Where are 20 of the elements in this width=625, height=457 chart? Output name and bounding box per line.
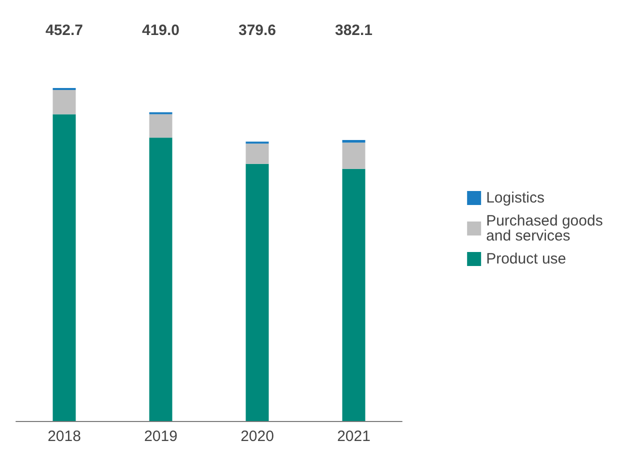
legend-label: Purchased goods and services bbox=[486, 212, 608, 244]
x-tick-label: 2020 bbox=[240, 428, 274, 445]
x-tick-label: 2018 bbox=[48, 428, 81, 445]
legend-label: Logistics bbox=[486, 190, 544, 206]
x-tick-label: 2021 bbox=[337, 428, 370, 445]
bar bbox=[342, 142, 366, 169]
bar bbox=[149, 138, 172, 421]
bar bbox=[52, 90, 76, 114]
bar bbox=[342, 140, 366, 143]
bar bbox=[246, 144, 269, 164]
bar bbox=[149, 114, 172, 138]
text: 452.7 bbox=[45, 22, 84, 39]
x-tick-label: 2019 bbox=[144, 428, 178, 445]
bar bbox=[342, 168, 366, 421]
legend-label: Product use bbox=[486, 250, 566, 268]
text: 419.0 bbox=[142, 22, 180, 39]
bar bbox=[52, 114, 76, 421]
text: 379.6 bbox=[238, 22, 276, 39]
bar bbox=[246, 164, 269, 421]
text: 382.1 bbox=[334, 22, 373, 39]
